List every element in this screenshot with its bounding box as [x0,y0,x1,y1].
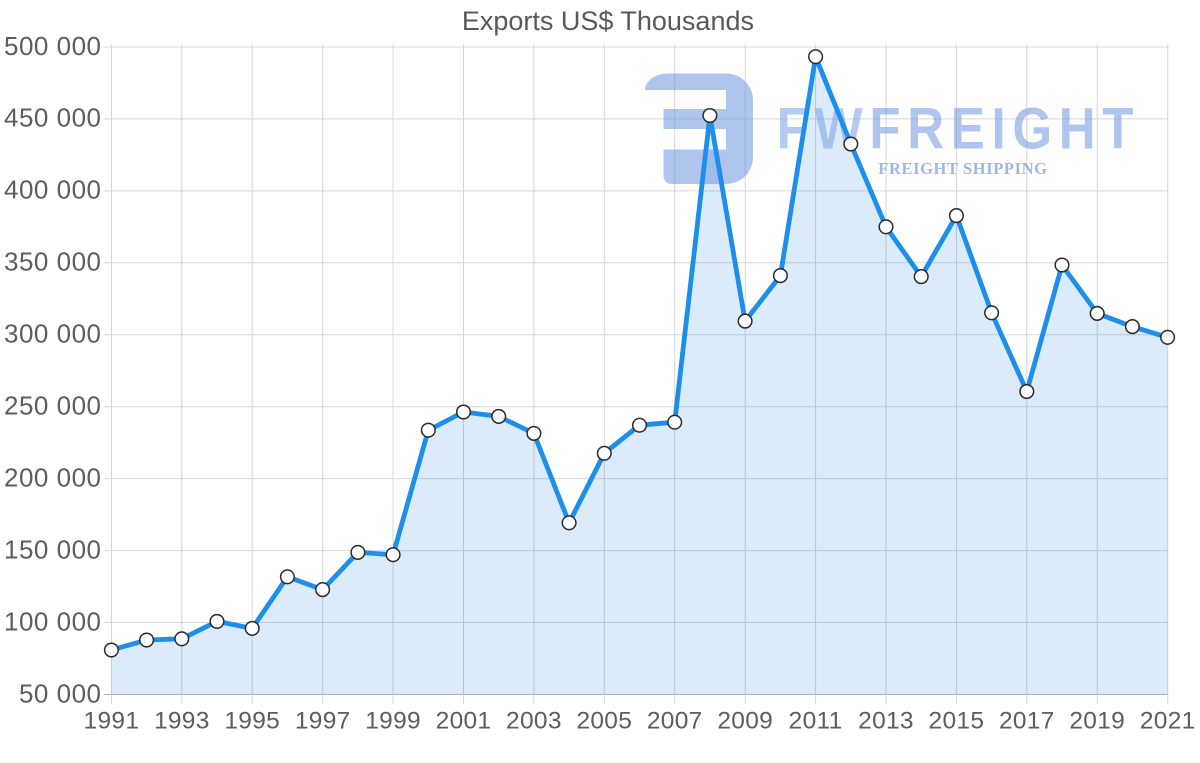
svg-text:Exports US$ Thousands: Exports US$ Thousands [462,6,754,36]
svg-text:FWFREIGHT: FWFREIGHT [777,96,1141,161]
svg-text:2011: 2011 [789,707,843,734]
svg-text:150 000: 150 000 [4,534,101,564]
svg-text:100 000: 100 000 [4,606,101,636]
svg-text:250 000: 250 000 [4,391,101,421]
svg-text:2005: 2005 [576,707,632,734]
svg-text:1991: 1991 [84,707,140,734]
svg-text:2009: 2009 [717,707,773,734]
svg-text:2015: 2015 [929,707,985,734]
svg-text:1999: 1999 [365,707,421,734]
svg-text:2017: 2017 [999,707,1055,734]
svg-text:2019: 2019 [1069,707,1125,734]
svg-text:500 000: 500 000 [4,31,101,61]
svg-text:2021: 2021 [1140,707,1196,734]
svg-text:1997: 1997 [295,707,351,734]
svg-text:450 000: 450 000 [4,103,101,133]
svg-text:300 000: 300 000 [4,319,101,349]
svg-text:1993: 1993 [154,707,210,734]
svg-text:2001: 2001 [436,707,492,734]
svg-text:350 000: 350 000 [4,247,101,277]
svg-text:200 000: 200 000 [4,462,101,492]
svg-text:2013: 2013 [858,707,914,734]
svg-text:FREIGHT SHIPPING: FREIGHT SHIPPING [878,159,1047,178]
svg-text:1995: 1995 [224,707,280,734]
svg-text:50 000: 50 000 [19,678,102,708]
svg-text:400 000: 400 000 [4,175,101,205]
svg-text:2007: 2007 [647,707,703,734]
svg-text:2003: 2003 [506,707,562,734]
